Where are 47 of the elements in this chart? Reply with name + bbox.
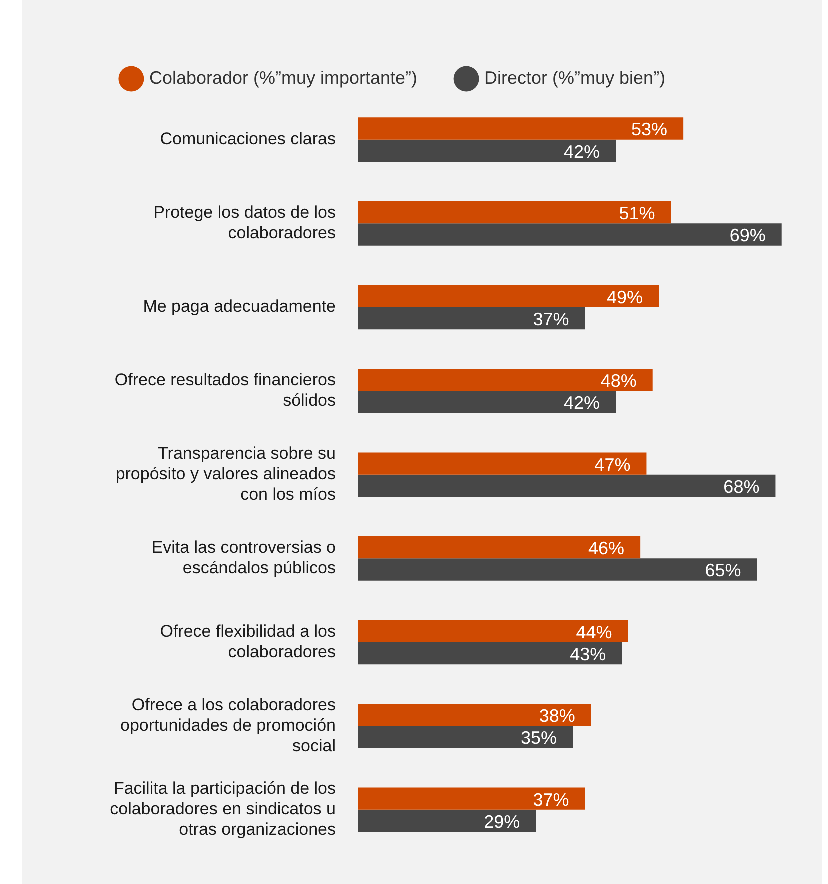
bar: [358, 642, 622, 665]
data-label: 47%: [594, 454, 631, 475]
bar: [358, 726, 573, 748]
bar: [358, 368, 653, 392]
data-label: 44%: [576, 622, 612, 642]
data-label: 38%: [539, 706, 576, 726]
y-tick-label: Ofrece flexibilidad a los colaboradores: [160, 622, 336, 662]
data-label: 42%: [564, 393, 600, 414]
bar: [358, 452, 647, 475]
data-label: 42%: [564, 142, 600, 162]
y-tick-label: Ofrece resultados financieros sólidos: [114, 370, 336, 410]
bar: [358, 558, 758, 581]
y-tick-label: Evita las controversias o escándalos públicos: [152, 538, 336, 578]
data-label: 46%: [588, 538, 625, 559]
data-label: 68%: [724, 476, 760, 497]
legend-label: Director (%”muy bien”): [484, 68, 666, 88]
bar: [358, 285, 659, 308]
y-tick-label: Protege los datos de los colaboradores: [154, 203, 336, 243]
data-label: 37%: [533, 309, 570, 330]
legend-label: Colaborador (%”muy importante”): [149, 68, 418, 88]
y-tick-label: Ofrece a los colaboradores oportunidades de promoción social: [120, 695, 336, 756]
bar: [358, 307, 586, 330]
bar: [358, 810, 536, 832]
data-label: 35%: [520, 728, 557, 748]
data-label: 53%: [632, 120, 668, 140]
data-label: 51%: [619, 204, 656, 224]
y-tick-label: Comunicaciones claras: [160, 130, 336, 149]
bar: [358, 620, 628, 642]
bar: [358, 536, 641, 559]
bar: [358, 201, 672, 224]
bar: [358, 224, 782, 246]
bar: [358, 118, 684, 140]
bar: [358, 474, 776, 498]
data-label: 37%: [533, 790, 570, 810]
data-label: 48%: [600, 371, 637, 392]
bar: [358, 391, 616, 414]
bar: [358, 788, 586, 810]
y-tick-label: Me paga adecuadamente: [143, 297, 336, 316]
data-label: 43%: [570, 644, 606, 664]
bar: [358, 704, 592, 726]
data-label: 29%: [484, 812, 520, 832]
data-label: 69%: [730, 226, 766, 246]
bar: [358, 140, 616, 162]
y-tick-label: Transparencia sobre su propósito y valores alineados con los míos: [116, 444, 336, 504]
data-label: 65%: [705, 560, 742, 581]
data-label: 49%: [606, 287, 643, 308]
y-tick-label: Facilita la participación de los colaboradores en sindicatos u otras organizaciones: [110, 779, 336, 840]
